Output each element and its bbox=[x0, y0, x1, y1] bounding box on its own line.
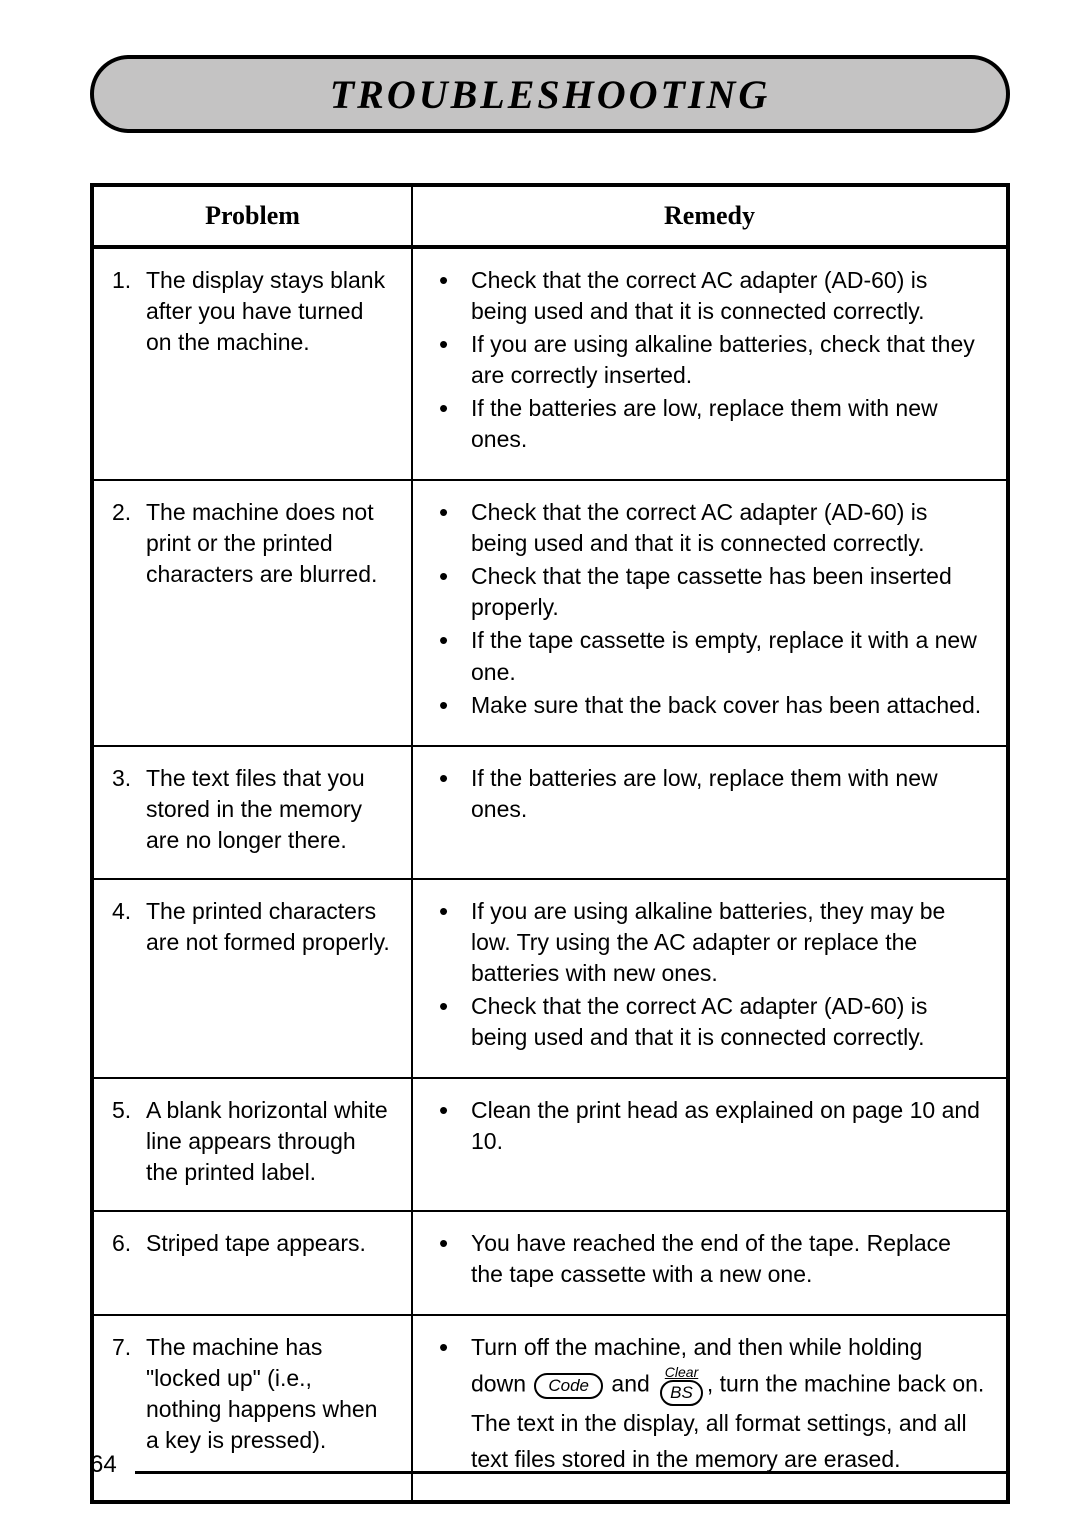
remedy-item: Check that the correct AC adapter (AD-60… bbox=[431, 265, 988, 327]
remedy-item: If you are using alkaline batteries, the… bbox=[431, 896, 988, 989]
remedy-item: Turn off the machine, and then while hol… bbox=[431, 1332, 988, 1363]
table-row: 2. The machine does not print or the pri… bbox=[92, 480, 1008, 745]
text: down bbox=[471, 1371, 526, 1397]
problem-number: 6. bbox=[112, 1228, 146, 1259]
bs-key-icon: Clear BS bbox=[658, 1365, 705, 1406]
problem-cell: 4. The printed characters are not formed… bbox=[92, 879, 412, 1078]
remedy-cell: You have reached the end of the tape. Re… bbox=[412, 1211, 1008, 1315]
remedy-cell: Check that the correct AC adapter (AD-60… bbox=[412, 480, 1008, 745]
problem-text: The machine has "locked up" (i.e., nothi… bbox=[146, 1332, 393, 1456]
key-label: BS bbox=[660, 1380, 703, 1406]
remedy-item: If the tape cassette is empty, replace i… bbox=[431, 625, 988, 687]
table-row: 6. Striped tape appears. You have reache… bbox=[92, 1211, 1008, 1315]
problem-cell: 1. The display stays blank after you hav… bbox=[92, 247, 412, 480]
troubleshooting-table: Problem Remedy 1. The display stays blan… bbox=[90, 183, 1010, 1504]
remedy-item: Clean the print head as explained on pag… bbox=[431, 1095, 988, 1157]
header-problem: Problem bbox=[92, 185, 412, 247]
problem-text: The printed characters are not formed pr… bbox=[146, 896, 393, 958]
remedy-item: Check that the correct AC adapter (AD-60… bbox=[431, 497, 988, 559]
problem-text: The text files that you stored in the me… bbox=[146, 763, 393, 856]
remedy-cell: If you are using alkaline batteries, the… bbox=[412, 879, 1008, 1078]
table-row: 5. A blank horizontal white line appears… bbox=[92, 1078, 1008, 1211]
problem-number: 2. bbox=[112, 497, 146, 590]
problem-number: 1. bbox=[112, 265, 146, 358]
banner-title: Troubleshooting bbox=[330, 71, 771, 118]
problem-cell: 6. Striped tape appears. bbox=[92, 1211, 412, 1315]
problem-cell: 3. The text files that you stored in the… bbox=[92, 746, 412, 879]
remedy-item: If you are using alkaline batteries, che… bbox=[431, 329, 988, 391]
remedy-item: Check that the tape cassette has been in… bbox=[431, 561, 988, 623]
remedy-item: You have reached the end of the tape. Re… bbox=[431, 1228, 988, 1290]
problem-cell: 2. The machine does not print or the pri… bbox=[92, 480, 412, 745]
problem-number: 4. bbox=[112, 896, 146, 958]
table-row: 4. The printed characters are not formed… bbox=[92, 879, 1008, 1078]
key-overlabel: Clear bbox=[665, 1365, 698, 1379]
problem-number: 3. bbox=[112, 763, 146, 856]
page-footer: 64 bbox=[90, 1451, 1010, 1479]
remedy-item: Make sure that the back cover has been a… bbox=[431, 690, 988, 721]
problem-cell: 5. A blank horizontal white line appears… bbox=[92, 1078, 412, 1211]
problem-text: The display stays blank after you have t… bbox=[146, 265, 393, 358]
problem-number: 7. bbox=[112, 1332, 146, 1456]
text: and bbox=[611, 1371, 649, 1397]
page: Troubleshooting Problem Remedy 1. The di… bbox=[0, 0, 1080, 1534]
code-key-icon: Code bbox=[534, 1373, 603, 1399]
remedy-cell: Check that the correct AC adapter (AD-60… bbox=[412, 247, 1008, 480]
remedy-item: If the batteries are low, replace them w… bbox=[431, 763, 988, 825]
remedy-cell: Clean the print head as explained on pag… bbox=[412, 1078, 1008, 1211]
problem-text: A blank horizontal white line appears th… bbox=[146, 1095, 393, 1188]
page-number: 64 bbox=[90, 1451, 135, 1479]
remedy-item: Check that the correct AC adapter (AD-60… bbox=[431, 991, 988, 1053]
footer-rule bbox=[135, 1471, 1010, 1474]
problem-text: The machine does not print or the printe… bbox=[146, 497, 393, 590]
table-row: 3. The text files that you stored in the… bbox=[92, 746, 1008, 879]
remedy-item: If the batteries are low, replace them w… bbox=[431, 393, 988, 455]
table-header-row: Problem Remedy bbox=[92, 185, 1008, 247]
header-remedy: Remedy bbox=[412, 185, 1008, 247]
title-banner: Troubleshooting bbox=[90, 55, 1010, 133]
table-row: 1. The display stays blank after you hav… bbox=[92, 247, 1008, 480]
remedy-cell: If the batteries are low, replace them w… bbox=[412, 746, 1008, 879]
problem-text: Striped tape appears. bbox=[146, 1228, 393, 1259]
problem-number: 5. bbox=[112, 1095, 146, 1188]
